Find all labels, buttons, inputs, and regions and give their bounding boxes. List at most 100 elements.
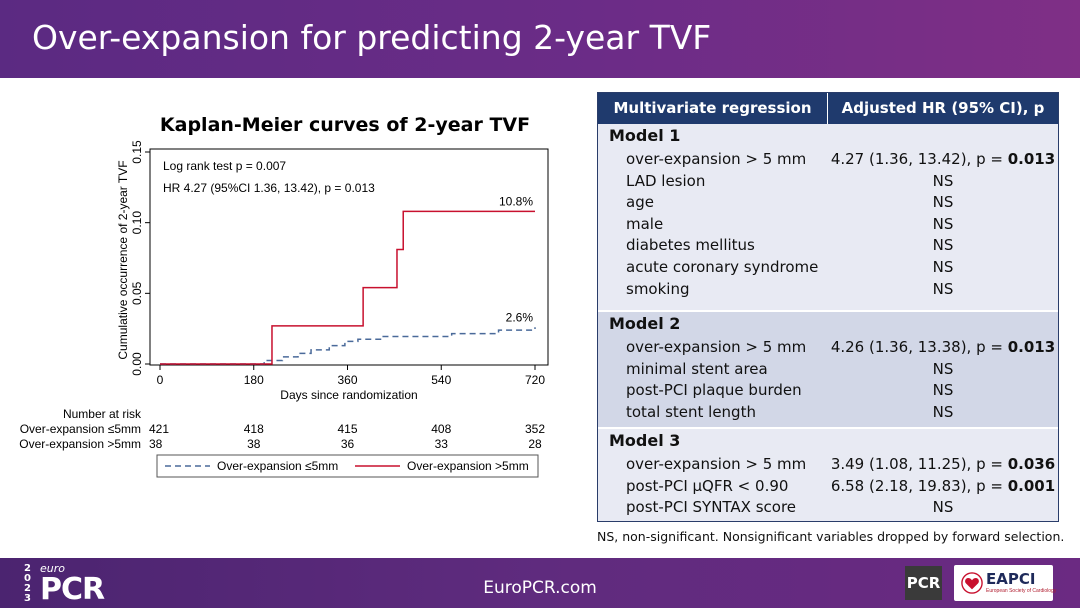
annotation-hr: HR 4.27 (95%CI 1.36, 13.42), p = 0.013	[163, 181, 375, 195]
table-row: over-expansion > 5 mm 4.26 (1.36, 13.38),…	[598, 338, 1058, 360]
table-row: over-expansion > 5 mm 4.27 (1.36, 13.42),…	[598, 150, 1058, 172]
risk-value: 38	[247, 437, 261, 451]
eapci-name: EAPCI	[986, 570, 1036, 588]
x-tick-label: 540	[431, 373, 451, 387]
y-tick-label: 0.15	[130, 140, 144, 164]
hr-value: NS	[932, 236, 954, 255]
hr-value: NS	[932, 171, 954, 190]
end-label: 2.6%	[506, 310, 534, 324]
hr-value: 3.49 (1.08, 11.25), p = 0.036	[830, 455, 1056, 473]
table-row: post-PCI SYNTAX score NS	[598, 498, 1058, 520]
slide-header: Over-expansion for predicting 2-year TVF	[0, 0, 1080, 78]
hr-value: NS	[932, 214, 954, 233]
risk-row-label: Over-expansion >5mm	[19, 437, 141, 451]
legend-label-le5mm: Over-expansion ≤5mm	[217, 459, 338, 473]
slide-title: Over-expansion for predicting 2-year TVF	[32, 18, 712, 57]
y-tick-label: 0.05	[130, 281, 144, 305]
hr-value: 4.27 (1.36, 13.42), p = 0.013	[830, 150, 1056, 168]
table-row: acute coronary syndrome NS	[598, 258, 1058, 280]
logo-year: 2023	[24, 563, 31, 604]
x-axis-label: Days since randomization	[280, 388, 417, 402]
eapci-subtitle: European Society of Cardiology	[986, 588, 1057, 594]
risk-value: 33	[435, 437, 449, 451]
risk-row-label: Over-expansion ≤5mm	[20, 422, 141, 436]
hr-value: NS	[932, 279, 954, 298]
hr-value: NS	[932, 402, 954, 421]
risk-value: 38	[149, 437, 163, 451]
slide-footer: 2023 euro PCR EuroPCR.com	[0, 558, 1080, 608]
risk-value: 36	[341, 437, 355, 451]
km-curve-gt5mm	[160, 210, 535, 365]
hr-value: NS	[932, 359, 954, 378]
pcr-logo: PCR	[905, 566, 942, 600]
x-tick-label: 0	[157, 373, 164, 387]
variable-label: acute coronary syndrome	[626, 258, 819, 276]
y-tick-label: 0.10	[130, 211, 144, 235]
variable-label: post-PCI µQFR < 0.90	[626, 476, 789, 495]
hr-value: 6.58 (2.18, 19.83), p = 0.001	[830, 476, 1056, 495]
table-row: LAD lesion NS	[598, 172, 1058, 194]
annotation-logrank: Log rank test p = 0.007	[163, 159, 286, 173]
chart-title: Kaplan-Meier curves of 2-year TVF	[159, 114, 531, 136]
hr-value: 4.26 (1.36, 13.38), p = 0.013	[830, 338, 1056, 356]
x-tick-label: 360	[337, 373, 357, 387]
heart-icon	[961, 572, 983, 594]
km-curve-le5mm	[160, 327, 536, 365]
table-row: post-PCI plaque burden NS	[598, 381, 1058, 403]
variable-label: LAD lesion	[626, 171, 706, 190]
eapci-logo: EAPCI European Society of Cardiology	[954, 565, 1057, 601]
table-header-regression: Multivariate regression	[598, 93, 828, 124]
risk-value: 418	[244, 422, 264, 436]
variable-label: post-PCI plaque burden	[626, 381, 802, 400]
table-row: over-expansion > 5 mm 3.49 (1.08, 11.25),…	[598, 455, 1058, 477]
risk-value: 421	[149, 422, 169, 436]
variable-label: smoking	[626, 279, 690, 298]
risk-value: 352	[525, 422, 545, 436]
risk-value: 28	[528, 437, 542, 451]
end-label: 10.8%	[499, 194, 533, 208]
risk-table-title: Number at risk	[63, 407, 142, 421]
table-row: post-PCI µQFR < 0.90 6.58 (2.18, 19.83), …	[598, 477, 1058, 499]
risk-value: 415	[337, 422, 357, 436]
legend-label-gt5mm: Over-expansion >5mm	[407, 459, 529, 473]
x-tick-label: 180	[244, 373, 264, 387]
table-row: total stent length NS	[598, 403, 1058, 425]
table-row: smoking NS	[598, 280, 1058, 302]
regression-table: Multivariate regression Adjusted HR (95%…	[597, 92, 1059, 522]
model-3-band	[598, 429, 1058, 521]
variable-label: over-expansion > 5 mm	[626, 150, 807, 168]
hr-value: NS	[932, 498, 954, 517]
table-row: diabetes mellitus NS	[598, 236, 1058, 258]
variable-label: age	[626, 193, 654, 212]
model-heading: Model 2	[609, 314, 681, 333]
variable-label: total stent length	[626, 402, 756, 421]
logo-euro: euro	[40, 562, 65, 575]
legend-box	[156, 454, 539, 478]
kaplan-meier-chart: 0.00 0.05 0.10 0.15 0 180 360 540 720 Days since …	[19, 140, 549, 478]
table-row: male NS	[598, 215, 1058, 237]
variable-label: diabetes mellitus	[626, 236, 755, 255]
logo-pcr: PCR	[40, 572, 105, 607]
table-row: age NS	[598, 193, 1058, 215]
variable-label: male	[626, 214, 664, 233]
y-axis-label: Cumulative occurrence of 2-year TVF	[116, 160, 130, 359]
model-heading: Model 3	[609, 431, 681, 450]
x-tick-label: 720	[525, 373, 545, 387]
risk-value: 408	[431, 422, 451, 436]
hr-value: NS	[932, 258, 954, 276]
footer-site-link[interactable]: EuroPCR.com	[483, 578, 597, 598]
variable-label: minimal stent area	[626, 359, 768, 378]
plot-frame	[149, 148, 549, 366]
table-footnote: NS, non-significant. Nonsignificant vari…	[597, 529, 1065, 544]
table-row: minimal stent area NS	[598, 360, 1058, 382]
model-1-band	[598, 124, 1058, 310]
model-2-band	[598, 312, 1058, 427]
model-heading: Model 1	[609, 126, 681, 145]
variable-label: over-expansion > 5 mm	[626, 338, 807, 356]
variable-label: over-expansion > 5 mm	[626, 455, 807, 473]
variable-label: post-PCI SYNTAX score	[626, 498, 797, 517]
table-header-hr: Adjusted HR (95% CI), p	[828, 93, 1058, 124]
hr-value: NS	[932, 193, 954, 212]
y-tick-label: 0.00	[130, 352, 144, 376]
hr-value: NS	[932, 381, 954, 400]
